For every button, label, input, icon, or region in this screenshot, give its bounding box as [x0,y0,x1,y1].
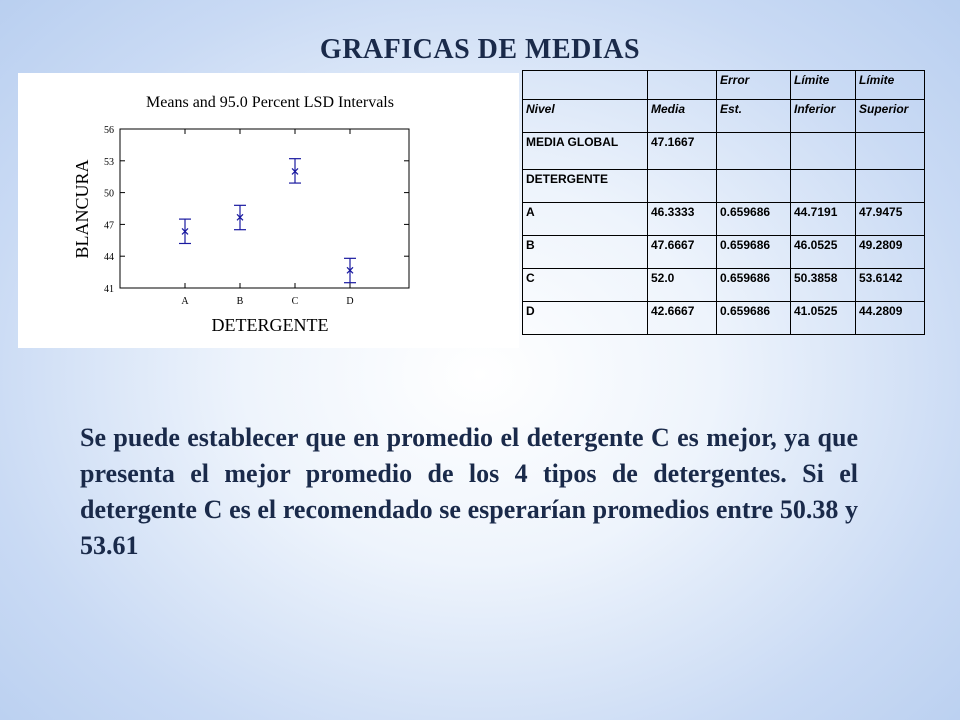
table-cell: 53.6142 [855,268,925,302]
y-tick-label: 44 [104,252,114,263]
table-cell: 0.659686 [716,235,791,269]
table-cell: D [522,301,648,335]
table-row: MEDIA GLOBAL 47.1667 [522,132,925,170]
means-chart-svg: Means and 95.0 Percent LSD Intervals BLA… [72,94,410,335]
chart-marks: 41 44 47 50 53 56 A B C D [104,125,409,307]
conclusion-text: Se puede establecer que en promedio el d… [80,423,858,560]
mean-marker [236,213,244,221]
slide-title: GRAFICAS DE MEDIAS [319,34,641,65]
chart-ylabel: BLANCURA [72,159,92,258]
table-cell: 46.3333 [647,202,717,236]
table-cell: C [522,268,648,302]
table-cell: MEDIA GLOBAL [522,132,648,170]
table-row: C 52.0 0.659686 50.3858 53.6142 [522,268,925,302]
chart-title: Means and 95.0 Percent LSD Intervals [146,94,394,111]
table-cell: 47.1667 [647,132,717,170]
table-cell [647,169,717,203]
plot-area-frame [119,128,410,289]
table-cell: B [522,235,648,269]
table-header-row: Nivel Media Est. Inferior Superior [522,99,925,133]
table-cell [647,70,717,100]
mean-marker [181,228,189,235]
table-row: DETERGENTE [522,169,925,203]
table-cell: 47.6667 [647,235,717,269]
table-cell: 41.0525 [790,301,856,335]
table-cell: Límite [855,70,925,100]
table-cell: Media [647,99,717,133]
table-cell: Inferior [790,99,856,133]
mean-marker [291,167,299,175]
mean-marker [346,266,354,274]
table-cell: 0.659686 [716,268,791,302]
statistics-table: Error Límite Límite Nivel Media Est. Inferior S… [522,70,925,335]
y-tick-label: 50 [104,189,114,200]
table-cell: Error [716,70,791,100]
table-cell: 50.3858 [790,268,856,302]
table-cell: A [522,202,648,236]
table-cell [522,70,648,100]
table-cell [790,169,856,203]
table-cell: 44.7191 [790,202,856,236]
x-tick-label: D [346,296,353,307]
table-cell: 0.659686 [716,202,791,236]
x-tick-label: B [237,296,244,307]
y-tick-label: 56 [104,125,114,136]
y-tick-label: 47 [104,220,114,231]
table-cell [855,169,925,203]
table-row: A 46.3333 0.659686 44.7191 47.9475 [522,202,925,236]
table-cell: Límite [790,70,856,100]
chart-xlabel: DETERGENTE [212,315,329,335]
means-chart: Means and 95.0 Percent LSD Intervals BLA… [18,73,519,348]
table-cell: DETERGENTE [522,169,648,203]
table-cell [716,169,791,203]
table-cell [716,132,791,170]
table-cell: Superior [855,99,925,133]
table-cell: 42.6667 [647,301,717,335]
table-row: D 42.6667 0.659686 41.0525 44.2809 [522,301,925,335]
table-row: B 47.6667 0.659686 46.0525 49.2809 [522,235,925,269]
table-cell [855,132,925,170]
y-tick-label: 53 [104,157,114,168]
table-header-row: Error Límite Límite [522,70,925,100]
table-cell: 44.2809 [855,301,925,335]
table-cell: Nivel [522,99,648,133]
table-cell [790,132,856,170]
x-tick-label: A [181,296,189,307]
table-cell: Est. [716,99,791,133]
x-tick-label: C [292,296,299,307]
table-cell: 52.0 [647,268,717,302]
y-tick-label: 41 [104,284,114,295]
table-cell: 47.9475 [855,202,925,236]
table-cell: 46.0525 [790,235,856,269]
table-cell: 49.2809 [855,235,925,269]
table-cell: 0.659686 [716,301,791,335]
